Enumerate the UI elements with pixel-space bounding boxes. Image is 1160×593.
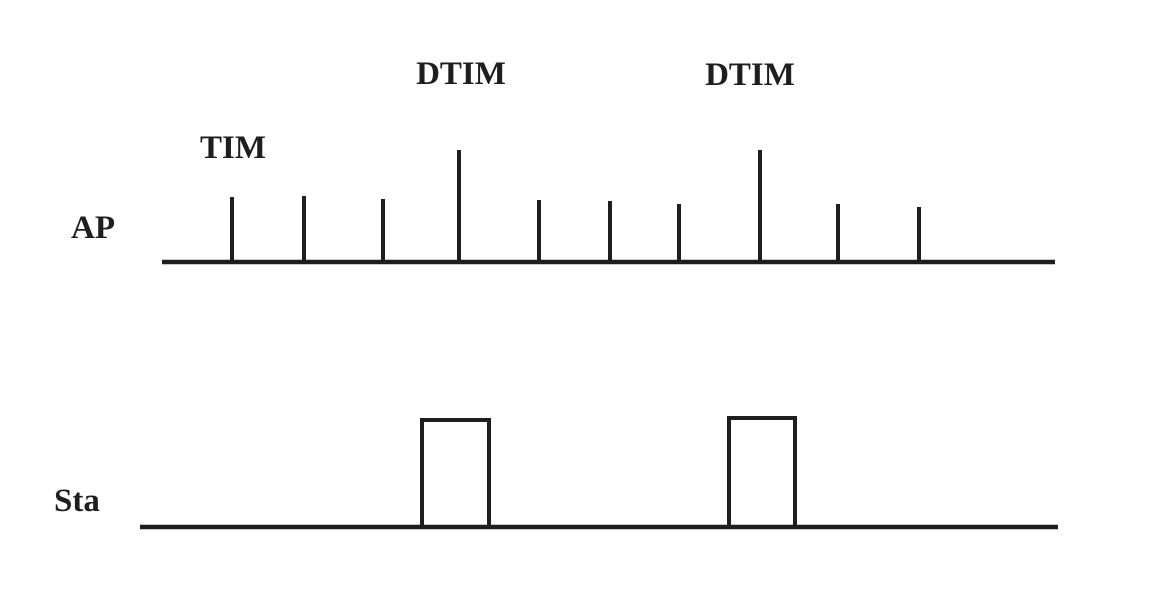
dtim-label-2: DTIM: [705, 57, 795, 93]
tim-label: TIM: [200, 130, 266, 166]
sta-wake-pulse: [727, 416, 797, 527]
dtim-label-1: DTIM: [416, 56, 506, 92]
ap-row-label: AP: [71, 210, 115, 246]
sta-wake-pulse: [420, 418, 491, 527]
sta-row-label: Sta: [54, 483, 100, 519]
